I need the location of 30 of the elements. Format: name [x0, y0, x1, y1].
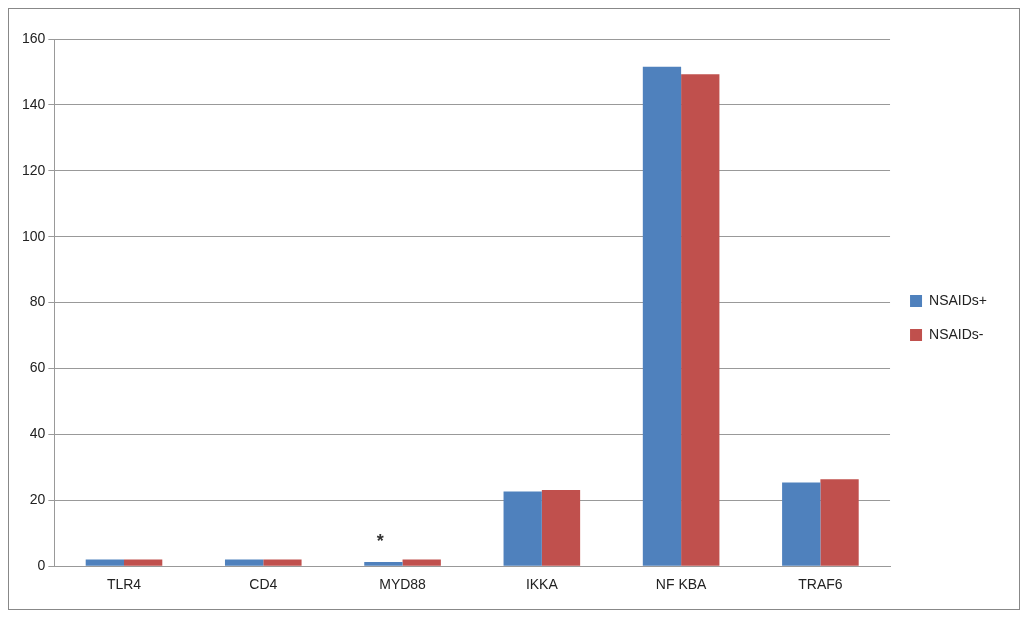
- bar: [85, 559, 124, 566]
- y-tick-label: 20: [29, 491, 46, 508]
- x-tick-label: MYD88: [379, 576, 427, 593]
- bar: [263, 559, 302, 566]
- y-tick-label: 120: [22, 161, 46, 178]
- annotation: *: [376, 530, 384, 551]
- bar: [224, 559, 264, 566]
- bar: [681, 74, 720, 566]
- x-tick-label: TLR4: [106, 576, 142, 593]
- x-tick-label: NF KBA: [655, 576, 708, 593]
- bar: [782, 482, 821, 566]
- x-tick-label: TRAF6: [798, 576, 843, 593]
- bar: [820, 479, 859, 566]
- y-tick-label: 40: [29, 425, 46, 442]
- y-tick-label: 80: [29, 293, 46, 310]
- bar: [364, 561, 403, 566]
- bar: [402, 559, 441, 566]
- y-tick-label: 160: [22, 29, 46, 46]
- bar: [503, 491, 542, 566]
- bar: [124, 559, 163, 566]
- x-tick-label: IKKA: [525, 576, 559, 593]
- y-tick-label: 140: [22, 95, 46, 112]
- y-tick-label: 0: [37, 557, 46, 574]
- y-tick-label: 60: [29, 359, 46, 376]
- legend-label: NSAIDs+: [929, 291, 988, 308]
- bar: [642, 66, 682, 566]
- legend-label: NSAIDs-: [929, 325, 984, 342]
- bar: [541, 490, 581, 566]
- y-tick-label: 100: [22, 227, 46, 244]
- x-tick-label: CD4: [249, 576, 278, 593]
